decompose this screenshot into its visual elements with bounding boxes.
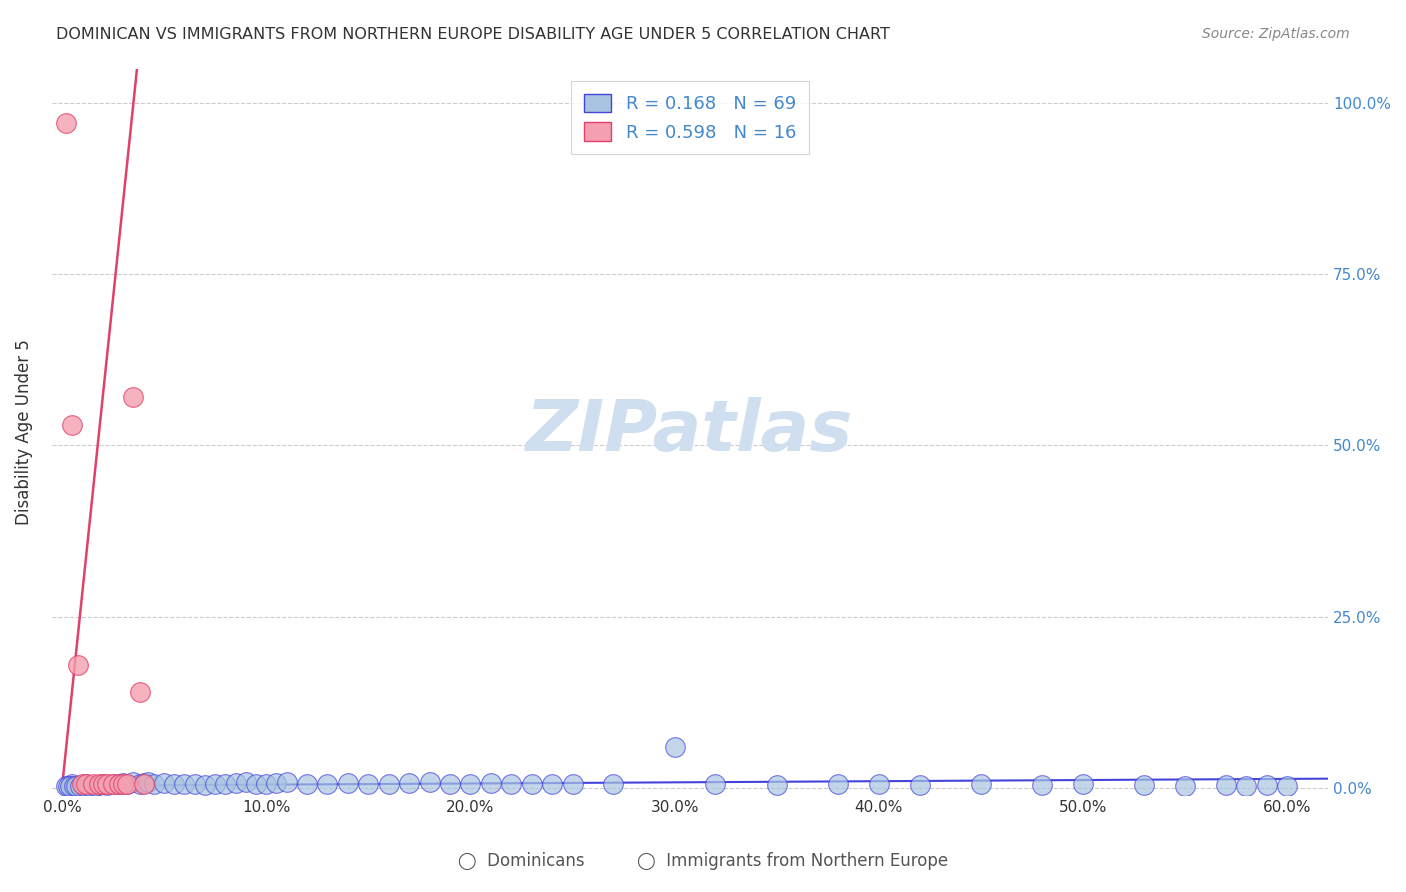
Point [60,417,83,432]
Point [75,777,97,791]
Point [765,778,787,792]
Point [108,777,131,791]
Y-axis label: Disability Age Under 5: Disability Age Under 5 [15,339,32,524]
Point [254,777,277,791]
Point [117,777,139,791]
Point [82,779,104,793]
Point [91,777,114,791]
Point [77,779,100,793]
Point [398,776,420,790]
Text: ◯  Dominicans          ◯  Immigrants from Northern Europe: ◯ Dominicans ◯ Immigrants from Northern … [458,852,948,870]
Point [520,777,543,791]
Point [153,776,176,790]
Point [704,777,727,791]
Point [91,777,114,791]
Point [173,777,195,791]
Point [266,776,288,790]
Point [142,777,165,791]
Point [60,777,83,791]
Point [868,777,890,791]
Point [163,777,186,791]
Point [204,777,226,791]
Point [122,390,145,404]
Point [117,777,139,791]
Point [479,776,502,790]
Point [225,776,247,790]
Point [970,777,993,791]
Point [67,779,90,793]
Point [55,779,77,793]
Point [128,685,150,699]
Point [1215,778,1237,792]
Point [908,778,931,792]
Point [96,778,118,792]
Point [82,777,104,791]
Point [65,779,87,793]
Point [101,777,124,791]
Point [59,779,82,793]
Point [56,779,79,793]
Point [419,775,441,789]
Point [72,778,94,792]
Point [1236,779,1258,793]
Point [377,777,399,791]
Point [336,776,359,790]
Point [1071,777,1094,791]
Point [357,777,380,791]
Point [132,777,155,791]
Point [55,116,77,130]
Point [439,777,461,791]
Point [460,777,482,791]
Point [132,776,155,790]
Point [1174,779,1197,793]
Point [276,775,298,789]
Point [183,777,205,791]
Point [128,777,150,791]
Text: DOMINICAN VS IMMIGRANTS FROM NORTHERN EUROPE DISABILITY AGE UNDER 5 CORRELATION : DOMINICAN VS IMMIGRANTS FROM NORTHERN EU… [56,27,890,42]
Point [541,777,564,791]
Point [316,777,339,791]
Point [73,779,96,793]
Legend: R = 0.168   N = 69, R = 0.598   N = 16: R = 0.168 N = 69, R = 0.598 N = 16 [571,81,808,154]
Point [194,778,217,792]
Point [245,777,267,791]
Point [136,775,159,789]
Point [63,779,86,793]
Point [69,779,91,793]
Point [1133,778,1156,792]
Point [602,777,624,791]
Point [664,739,686,754]
Point [108,777,131,791]
Point [72,777,94,791]
Point [96,777,118,791]
Point [87,777,110,791]
Point [112,776,135,790]
Point [1031,778,1053,792]
Text: Source: ZipAtlas.com: Source: ZipAtlas.com [1202,27,1350,41]
Point [214,777,236,791]
Point [112,777,135,791]
Point [1256,778,1278,792]
Point [1277,779,1299,793]
Point [827,777,849,791]
Point [501,777,523,791]
Point [67,657,90,672]
Point [83,779,105,793]
Point [101,777,124,791]
Point [87,778,110,792]
Point [561,777,583,791]
Point [235,775,257,789]
Point [122,775,145,789]
Point [295,777,318,791]
Point [75,777,97,791]
Text: ZIPatlas: ZIPatlas [526,397,853,467]
